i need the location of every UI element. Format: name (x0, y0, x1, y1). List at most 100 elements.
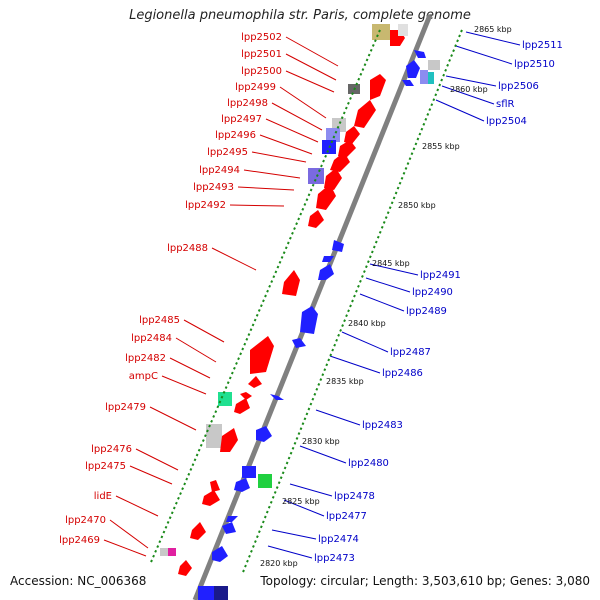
tick-mark (378, 29, 381, 33)
forward-gene-label[interactable]: lpp2501 (241, 49, 282, 60)
tick-mark (373, 39, 377, 43)
forward-gene-label[interactable]: lpp2492 (185, 200, 226, 211)
forward-gene-label[interactable]: lpp2485 (139, 315, 180, 326)
gene-feature[interactable] (234, 478, 250, 492)
gene-feature[interactable] (428, 72, 434, 84)
gene-feature[interactable] (344, 126, 360, 144)
forward-gene-label[interactable]: lpp2476 (91, 444, 132, 455)
tick-mark (450, 54, 453, 57)
gene-feature[interactable] (322, 256, 334, 262)
forward-gene-label[interactable]: lpp2500 (241, 66, 282, 77)
reverse-gene-label[interactable]: lpp2489 (406, 306, 447, 317)
gene-feature[interactable] (398, 24, 408, 36)
gene-feature[interactable] (214, 586, 228, 600)
gene-feature[interactable] (210, 480, 220, 492)
reverse-gene-label[interactable]: lpp2483 (362, 420, 403, 431)
reverse-gene-label[interactable]: lpp2511 (522, 40, 563, 51)
gene-feature[interactable] (300, 306, 318, 334)
gene-feature[interactable] (292, 338, 306, 348)
forward-gene-label[interactable]: ampC (129, 371, 158, 382)
forward-gene-label[interactable]: lpp2475 (85, 461, 126, 472)
gene-feature[interactable] (326, 128, 340, 142)
gene-feature[interactable] (420, 70, 428, 84)
gene-feature[interactable] (354, 100, 376, 128)
tick-mark (266, 289, 269, 293)
gene-feature[interactable] (190, 522, 206, 540)
forward-gene-label[interactable]: lpp2494 (199, 165, 240, 176)
gene-feature[interactable] (370, 74, 386, 100)
forward-gene-label[interactable]: lpp2499 (235, 82, 276, 93)
gene-feature[interactable] (402, 80, 414, 86)
tick-mark (183, 482, 187, 486)
gene-feature[interactable] (178, 560, 192, 576)
gene-feature[interactable] (406, 60, 420, 78)
forward-gene-label[interactable]: lpp2488 (167, 243, 208, 254)
forward-gene-label[interactable]: lpp2470 (65, 515, 106, 526)
gene-feature[interactable] (206, 424, 222, 448)
reverse-gene-label[interactable]: lpp2486 (382, 368, 423, 379)
gene-feature[interactable] (226, 516, 238, 522)
tick-mark (337, 333, 341, 337)
gene-feature[interactable] (234, 398, 250, 414)
tick-mark (253, 318, 257, 322)
reverse-gene-label[interactable]: lpp2478 (334, 491, 375, 502)
tick-mark (322, 159, 325, 163)
tick-mark (370, 250, 374, 254)
forward-gene-label[interactable]: lpp2495 (207, 147, 248, 158)
forward-gene-label[interactable]: lpp2469 (59, 535, 100, 546)
gene-feature[interactable] (248, 376, 262, 388)
forward-gene-label[interactable]: lpp2482 (125, 353, 166, 364)
tick-mark (380, 225, 384, 229)
tick-mark (248, 554, 251, 558)
forward-gene-label[interactable]: lpp2498 (227, 98, 268, 109)
reverse-gene-label[interactable]: lpp2510 (514, 59, 555, 70)
reverse-gene-label[interactable]: lpp2480 (348, 458, 389, 469)
gene-feature[interactable] (324, 168, 342, 190)
gene-feature[interactable] (372, 24, 390, 40)
reverse-gene-label[interactable]: lpp2491 (420, 270, 461, 281)
forward-gene-label[interactable]: lpp2496 (215, 130, 256, 141)
tick-mark (364, 265, 368, 269)
gene-feature[interactable] (428, 60, 440, 70)
tick-mark (152, 554, 155, 558)
gene-feature[interactable] (332, 240, 344, 252)
tick-mark (285, 461, 289, 465)
gene-feature[interactable] (222, 522, 236, 534)
gene-feature[interactable] (168, 548, 176, 556)
forward-gene-label[interactable]: lpp2502 (241, 32, 282, 43)
forward-gene-label[interactable]: lpp2484 (131, 333, 172, 344)
gene-feature[interactable] (256, 426, 272, 442)
gene-feature[interactable] (270, 394, 284, 400)
gene-feature[interactable] (258, 474, 272, 488)
gene-feature[interactable] (160, 548, 168, 556)
reverse-gene-label[interactable]: sflR (496, 99, 515, 110)
gene-feature[interactable] (198, 586, 214, 600)
gene-feature[interactable] (330, 152, 350, 172)
reverse-gene-label[interactable]: lpp2504 (486, 116, 527, 127)
reverse-gene-label[interactable]: lpp2477 (326, 511, 367, 522)
gene-feature[interactable] (212, 546, 228, 562)
gene-feature[interactable] (318, 264, 334, 280)
reverse-gene-label[interactable]: lpp2473 (314, 553, 355, 564)
gene-feature[interactable] (308, 210, 324, 228)
gene-feature[interactable] (282, 270, 300, 296)
gene-feature[interactable] (250, 336, 274, 374)
forward-gene-label[interactable]: lpp2493 (193, 182, 234, 193)
forward-gene-label[interactable]: lpp2497 (221, 114, 262, 125)
reverse-gene-label[interactable]: lpp2506 (498, 81, 539, 92)
reverse-gene-label[interactable]: lpp2487 (390, 347, 431, 358)
scale-label: 2865 kbp (474, 25, 512, 34)
gene-feature[interactable] (316, 184, 336, 210)
gene-feature[interactable] (218, 392, 232, 406)
reverse-gene-label[interactable]: lpp2474 (318, 534, 359, 545)
forward-gene-label[interactable]: lpp2479 (105, 402, 146, 413)
gene-feature[interactable] (220, 428, 238, 452)
gene-feature[interactable] (414, 50, 426, 58)
gene-feature[interactable] (242, 466, 256, 478)
forward-gene-label[interactable]: lidE (94, 491, 112, 502)
gene-feature[interactable] (202, 490, 220, 506)
gene-feature[interactable] (240, 392, 252, 400)
reverse-gene-label[interactable]: lpp2490 (412, 287, 453, 298)
tick-mark (309, 188, 313, 192)
